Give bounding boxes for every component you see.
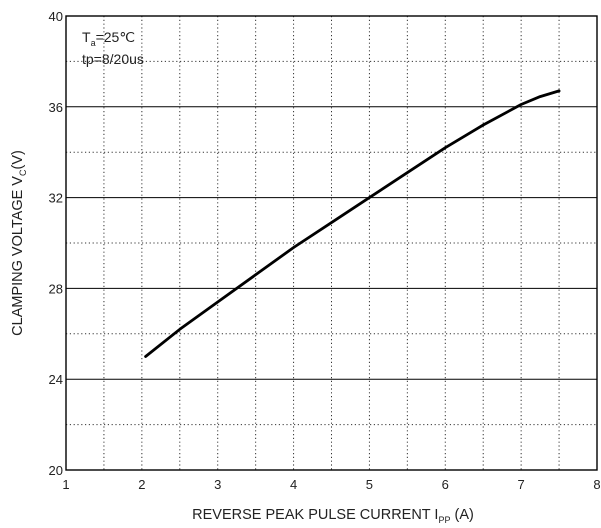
y-axis-title-tail: (V) [10, 150, 26, 169]
y-tick-label: 32 [49, 191, 63, 206]
y-tick-label: 36 [49, 100, 63, 115]
x-tick-label: 3 [214, 477, 221, 492]
x-tick-label: 6 [442, 477, 449, 492]
annotation-temperature-main: T [82, 29, 91, 45]
x-axis-title-subscript: PP [438, 515, 450, 525]
series-layer [144, 89, 561, 358]
x-axis-title-main: REVERSE PEAK PULSE CURRENT I [192, 507, 438, 523]
x-axis-title-tail: (A) [450, 507, 473, 523]
y-axis-title-main: CLAMPING VOLTAGE V [10, 176, 26, 336]
series-line [144, 89, 561, 358]
x-tick-labels: 1 2 3 4 5 6 7 8 [62, 477, 600, 492]
x-tick-label: 7 [518, 477, 525, 492]
x-tick-label: 8 [593, 477, 600, 492]
y-tick-label: 20 [49, 463, 63, 478]
plot-frame [65, 15, 598, 471]
annotation-pulse-waveform: tp=8/20us [82, 51, 144, 67]
x-tick-label: 5 [366, 477, 373, 492]
y-tick-label: 24 [49, 372, 63, 387]
annotation-temperature-subscript: a [91, 38, 96, 48]
y-tick-label: 40 [49, 9, 63, 24]
x-axis-title: REVERSE PEAK PULSE CURRENT IPP (A) [192, 507, 474, 525]
annotation-temperature-value: =25℃ [96, 29, 135, 45]
x-tick-label: 4 [290, 477, 297, 492]
x-tick-label: 2 [138, 477, 145, 492]
x-tick-label: 1 [62, 477, 69, 492]
y-tick-label: 28 [49, 281, 63, 296]
y-axis-title-subscript: C [18, 169, 28, 176]
grid [66, 16, 597, 470]
annotation-temperature: Ta=25℃ [82, 29, 135, 48]
y-axis-title: CLAMPING VOLTAGE VC(V) [10, 150, 28, 336]
y-tick-labels: 20 24 28 32 36 40 [49, 9, 63, 478]
